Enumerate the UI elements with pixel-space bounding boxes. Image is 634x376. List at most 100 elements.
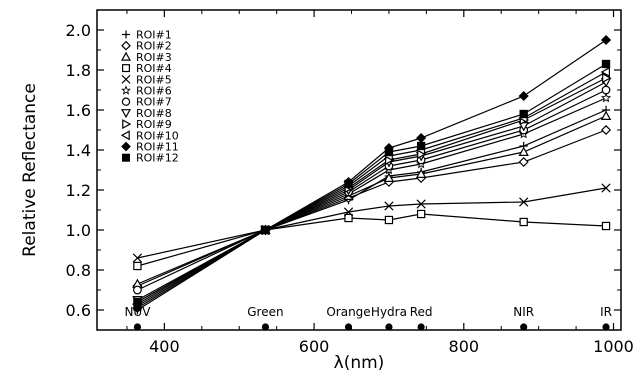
legend: ROI#1ROI#2ROI#3ROI#4ROI#5ROI#6ROI#7ROI#8… [120,29,179,165]
legend-label: ROI#12 [136,152,179,165]
band-label: NIR [513,305,534,319]
data-point-marker [600,92,612,103]
legend-label: ROI#10 [136,129,179,142]
data-point-marker [384,215,394,225]
series-roi-6 [132,92,612,311]
legend-label: ROI#5 [136,73,172,86]
band-dot [602,323,610,331]
data-point-marker [121,40,131,51]
legend-label: ROI#4 [136,62,172,75]
series-line [137,213,607,267]
x-tick-label: 800 [449,337,480,356]
y-tick-label: 2.0 [66,21,91,40]
x-tick-label: 600 [299,337,330,356]
legend-item: ROI#2 [121,40,172,53]
band-dot [344,323,353,331]
series-roi-4 [133,209,611,271]
legend-item: ROI#4 [121,62,172,75]
data-point-marker [601,221,611,231]
y-tick-label: 0.6 [66,301,91,320]
data-point-marker [133,261,142,271]
data-point-marker [344,213,353,223]
legend-label: ROI#9 [136,118,172,131]
y-tick-label: 1.4 [66,141,91,160]
data-point-marker [384,201,394,211]
legend-item: ROI#10 [120,129,179,142]
y-tick-label: 1.0 [66,221,91,240]
data-point-marker [602,72,612,84]
data-point-marker [600,66,610,78]
data-point-marker [601,59,611,69]
data-point-marker [122,119,132,130]
y-axis-ticks: 0.6 0.8 1.0 1.2 1.4 1.6 1.8 2.0 [66,21,621,331]
data-point-marker [121,97,131,106]
data-point-marker [261,225,270,235]
x-axis-title: λ(nm) [334,353,385,373]
data-point-marker [120,109,132,119]
band-label: Orange [326,305,370,319]
series-roi-9 [133,72,612,308]
y-axis-title: Relative Reflectance [20,83,40,257]
data-point-marker [121,153,130,162]
data-point-marker [519,217,528,227]
legend-label: ROI#1 [136,29,172,42]
legend-label: ROI#8 [136,107,172,120]
y-tick-label: 1.8 [66,61,91,80]
x-tick-label: 1000 [593,337,634,356]
band-dot [520,323,528,331]
x-tick-label: 400 [149,337,180,356]
data-point-marker [415,168,427,178]
y-tick-label: 1.2 [66,181,91,200]
data-point-marker [120,130,130,141]
band-dot [417,323,425,331]
data-point-marker [600,110,612,120]
band-dot [385,323,393,331]
data-point-marker [384,147,394,157]
series-roi-1 [133,105,611,315]
legend-item: ROI#9 [122,118,172,131]
legend-item: ROI#6 [121,85,172,98]
data-point-marker [518,146,529,156]
series-line [137,97,607,307]
data-point-marker [121,141,131,152]
data-point-marker [133,297,142,307]
band-label: IR [600,305,612,319]
data-point-marker [519,109,528,119]
data-point-marker [416,132,427,144]
legend-label: ROI#11 [136,141,179,154]
data-point-marker [416,209,426,219]
data-point-marker [122,30,130,39]
data-point-marker [344,179,353,189]
series-layer [131,34,612,315]
data-point-marker [383,172,395,182]
data-point-marker [518,156,529,168]
legend-item: ROI#5 [121,73,172,86]
legend-label: ROI#6 [136,85,172,98]
band-label: Red [410,305,433,319]
series-line [137,109,607,311]
data-point-marker [343,207,354,217]
data-point-marker [601,183,611,193]
data-point-marker [133,285,142,295]
data-point-marker [121,74,131,84]
data-point-marker [600,124,612,136]
y-tick-label: 1.6 [66,101,91,120]
series-roi-12 [133,59,611,307]
legend-item: ROI#12 [121,152,179,165]
band-dot [133,323,142,331]
series-roi-10 [131,66,610,310]
data-point-marker [120,51,132,61]
data-point-marker [600,34,612,46]
legend-item: ROI#8 [120,107,172,120]
legend-label: ROI#2 [136,40,172,53]
legend-item: ROI#1 [122,29,172,42]
legend-label: ROI#7 [136,96,172,109]
y-tick-label: 0.8 [66,261,91,280]
series-line [137,81,607,301]
data-point-marker [121,64,130,73]
band-dot [261,323,270,331]
legend-item: ROI#3 [120,51,172,64]
data-point-marker [121,85,131,95]
band-label: Hydra [371,305,407,319]
